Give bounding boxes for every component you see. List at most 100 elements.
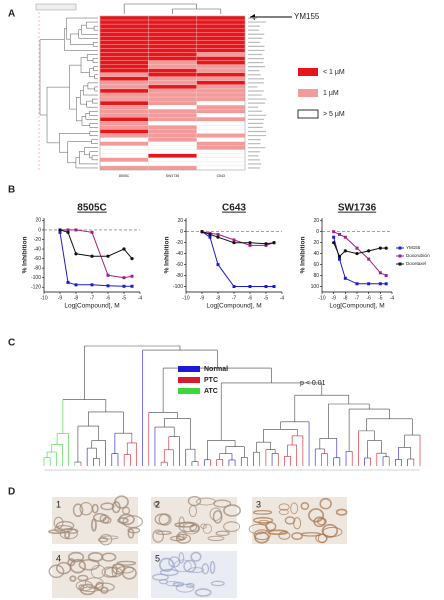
legend-label: > 5 µM bbox=[323, 111, 345, 118]
legend-label: < 1 µM bbox=[323, 69, 345, 76]
data-point bbox=[106, 254, 110, 258]
x-tick-label: -10 bbox=[318, 295, 325, 301]
tissue-texture bbox=[223, 504, 242, 517]
tissue-texture bbox=[101, 566, 118, 578]
heatmap-cell bbox=[196, 165, 246, 171]
heatmap-cell bbox=[148, 129, 197, 134]
data-point bbox=[90, 283, 94, 287]
x-axis-label: Log[Compound], M bbox=[64, 303, 119, 310]
data-point bbox=[216, 232, 220, 236]
heatmap-cell bbox=[196, 80, 246, 86]
heatmap-cell bbox=[196, 96, 246, 102]
data-point bbox=[58, 228, 62, 232]
data-point bbox=[378, 246, 382, 250]
data-point bbox=[66, 280, 70, 284]
tissue-texture bbox=[100, 502, 115, 511]
heatmap-cell bbox=[148, 44, 197, 49]
heatmap-cell bbox=[148, 48, 197, 53]
image-label: 1 bbox=[56, 499, 61, 509]
tissue-texture bbox=[67, 558, 76, 567]
heatmap-cell bbox=[99, 149, 149, 154]
data-point bbox=[58, 230, 62, 234]
tissue-texture bbox=[315, 533, 328, 543]
tissue-texture bbox=[279, 508, 289, 516]
data-point bbox=[66, 228, 70, 232]
tissue-texture bbox=[155, 530, 172, 536]
y-tick-label: -120 bbox=[31, 285, 41, 291]
y-tick-label: -60 bbox=[176, 262, 183, 268]
data-point bbox=[90, 230, 94, 234]
y-axis-label: % Inhibition bbox=[300, 237, 307, 274]
heatmap-cell bbox=[99, 64, 149, 69]
tissue-texture bbox=[175, 533, 185, 540]
heatmap-cell bbox=[148, 76, 197, 81]
heatmap-cell bbox=[99, 88, 149, 94]
chart-title: C643 bbox=[222, 203, 246, 214]
tissue-texture bbox=[185, 582, 195, 588]
heatmap-cell bbox=[148, 113, 197, 118]
y-tick-label: -20 bbox=[34, 237, 41, 243]
panel-letter: A bbox=[8, 9, 15, 20]
tissue-texture bbox=[79, 583, 96, 596]
tissue-texture bbox=[187, 495, 202, 507]
data-point bbox=[248, 285, 252, 289]
tissue-texture bbox=[152, 529, 164, 543]
x-tick-label: -8 bbox=[216, 295, 221, 301]
x-tick-label: -7 bbox=[90, 295, 95, 301]
tissue-texture bbox=[173, 559, 192, 573]
heatmap-cell bbox=[196, 84, 246, 90]
tissue-texture bbox=[90, 518, 97, 532]
y-tick-label: -40 bbox=[176, 251, 183, 257]
legend-label: YM155 bbox=[406, 245, 421, 250]
heatmap-cell bbox=[99, 117, 149, 122]
y-tick-label: -100 bbox=[173, 284, 183, 290]
heatmap-cell bbox=[99, 105, 149, 110]
tissue-texture bbox=[335, 508, 348, 516]
data-point bbox=[384, 274, 388, 278]
data-point bbox=[208, 232, 212, 237]
data-point bbox=[232, 238, 236, 242]
heatmap-cell bbox=[148, 68, 197, 73]
tissue-texture bbox=[308, 508, 325, 523]
heatmap-cell bbox=[148, 92, 197, 98]
color-key bbox=[35, 3, 77, 11]
tissue-texture bbox=[64, 531, 71, 540]
tissue-texture bbox=[290, 502, 299, 515]
arrow-head bbox=[250, 14, 255, 20]
legend-swatch bbox=[297, 109, 319, 119]
heatmap-cell bbox=[99, 72, 149, 77]
y-tick-label: 80 bbox=[313, 273, 319, 279]
heatmap-cell bbox=[196, 141, 246, 146]
annotation: YM155 bbox=[294, 12, 320, 21]
heatmap-cell bbox=[148, 60, 197, 65]
data-point bbox=[367, 249, 371, 253]
heatmap-cell bbox=[99, 19, 149, 25]
heatmap-cell bbox=[196, 157, 246, 163]
data-point bbox=[232, 241, 236, 245]
heatmap-cell bbox=[196, 113, 246, 118]
tissue-texture bbox=[317, 517, 327, 526]
heatmap-cell bbox=[99, 129, 149, 134]
heatmap-cell bbox=[196, 48, 246, 53]
image-label: 2 bbox=[155, 499, 160, 509]
heatmap-cell bbox=[99, 121, 149, 126]
heatmap-cell bbox=[148, 133, 197, 138]
data-point bbox=[216, 263, 220, 267]
data-point bbox=[74, 252, 78, 256]
y-tick-label: 20 bbox=[177, 218, 183, 224]
tissue-texture bbox=[202, 523, 213, 534]
legend-label: Docetaxel bbox=[406, 261, 426, 266]
heatmap-cell bbox=[148, 36, 197, 41]
y-tick-label: -20 bbox=[176, 240, 183, 246]
heatmap-cell bbox=[148, 153, 197, 158]
tissue-texture bbox=[209, 560, 216, 574]
heatmap-cell bbox=[148, 109, 197, 114]
data-point bbox=[272, 241, 276, 245]
y-tick-label: 40 bbox=[313, 251, 319, 257]
tissue-texture bbox=[92, 512, 107, 522]
heatmap-cell bbox=[196, 125, 246, 130]
tissue-texture bbox=[72, 503, 84, 518]
data-point bbox=[367, 257, 371, 261]
heatmap-cell bbox=[99, 125, 149, 130]
